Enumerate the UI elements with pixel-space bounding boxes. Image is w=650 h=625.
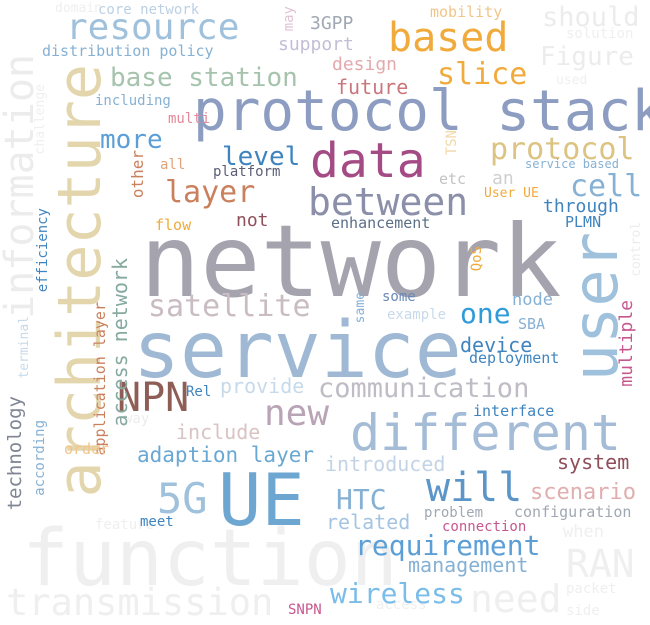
word-configuration: configuration (514, 503, 632, 521)
word-RAN: RAN (566, 542, 635, 586)
word-more: more (100, 125, 163, 155)
word-transmission: transmission (6, 581, 274, 624)
word-different: different (350, 404, 621, 462)
word-deployment: deployment (469, 349, 560, 367)
word-interface: interface (473, 402, 555, 420)
word-level: level (222, 142, 301, 172)
word-way: way (124, 411, 150, 427)
word-platform: platform (213, 164, 281, 180)
word-device: device (460, 333, 533, 357)
word-terminal: terminal (17, 316, 32, 379)
word-introduced: introduced (325, 452, 446, 476)
word-efficiency: efficiency (35, 208, 51, 293)
word-data: data (310, 133, 426, 189)
word-need: need (470, 577, 562, 621)
word-node: node (512, 290, 553, 310)
word-between: between (308, 180, 469, 224)
word-multi: multi (168, 111, 211, 127)
word-HTC: HTC (336, 483, 387, 516)
word-an: an (492, 168, 514, 189)
word-management: management (408, 553, 529, 577)
word-through: through (543, 196, 619, 217)
word-base-station: base station (110, 63, 298, 93)
word-side: side (566, 603, 600, 619)
word-should: should (542, 2, 640, 33)
word-system: system (557, 450, 630, 474)
word-feature: feature (95, 517, 155, 533)
word-other: other (128, 150, 147, 199)
word-satellite: satellite (148, 289, 311, 324)
word-include: include (176, 420, 261, 444)
word-meet: meet (140, 514, 174, 530)
word-same: same (353, 292, 368, 324)
word-3GPP: 3GPP (310, 13, 354, 34)
word-requirement: requirement (355, 529, 541, 562)
word-including: including (95, 93, 171, 109)
word-enhancement: enhancement (331, 214, 431, 232)
word-technology: technology (4, 396, 26, 511)
word-PLMN: PLMN (565, 213, 602, 231)
word-used: used (556, 73, 588, 88)
word-some: some (382, 289, 416, 305)
word-packet: packet (566, 581, 617, 597)
word-wireless: wireless (330, 577, 465, 610)
word-order: order (64, 440, 110, 458)
word-support: support (278, 34, 354, 55)
word-when: when (563, 522, 604, 542)
word-protocol-stack: protocol stack (193, 79, 650, 144)
word-design: design (332, 54, 398, 75)
word-TSN: TSN (444, 130, 460, 156)
word-application-layer: application layer (91, 302, 109, 456)
word-NPN: NPN (117, 375, 190, 421)
word-domain: domain (55, 1, 102, 16)
word-access-network: access network (108, 258, 132, 427)
word-will: will (426, 465, 523, 511)
word-adaption-layer: adaption layer (137, 443, 315, 467)
word-scenario: scenario (530, 480, 636, 505)
word-SBA: SBA (518, 315, 546, 333)
word-related: related (326, 510, 411, 534)
word-Figure: Figure (540, 42, 634, 72)
word-resource: resource (66, 7, 240, 48)
word-SNPN: SNPN (288, 602, 322, 618)
word-future: future (336, 75, 409, 99)
word-according: according (32, 420, 48, 496)
word-new: new (264, 393, 330, 434)
word-access: access (376, 597, 427, 613)
word-service: service (133, 306, 462, 396)
word-function: function (22, 514, 398, 604)
word-based: based (388, 15, 509, 61)
word-cell: cell (570, 169, 643, 204)
word-slice: slice (437, 57, 528, 92)
word-distribution-policy: distribution policy (42, 42, 214, 60)
word-one: one (460, 297, 511, 330)
word-network: network (140, 203, 562, 320)
word-information: information (0, 54, 43, 319)
word-etc: etc (439, 170, 467, 188)
word-not: not (236, 210, 269, 231)
word-core-network: core network (98, 2, 200, 18)
word-all: all (160, 157, 186, 173)
word-multiple: multiple (616, 300, 637, 387)
word-QoS: QoS (469, 246, 485, 272)
word-protocol: protocol (490, 132, 635, 167)
word-flow: flow (155, 216, 192, 234)
word-provide: provide (220, 374, 305, 398)
word-service-based: service based (525, 157, 619, 171)
word-UE: UE (218, 458, 305, 542)
word-mobility: mobility (430, 3, 503, 21)
word-User-UE: User UE (484, 186, 539, 201)
word-solution: solution (566, 26, 634, 42)
word-communication: communication (318, 373, 530, 404)
word-problem: problem (424, 505, 484, 521)
word-connection: connection (442, 519, 527, 535)
word-layer: layer (165, 175, 256, 210)
word-5G: 5G (157, 474, 208, 523)
word-may: may (281, 6, 297, 32)
word-Rel: Rel (186, 384, 212, 400)
word-example: example (387, 307, 447, 323)
